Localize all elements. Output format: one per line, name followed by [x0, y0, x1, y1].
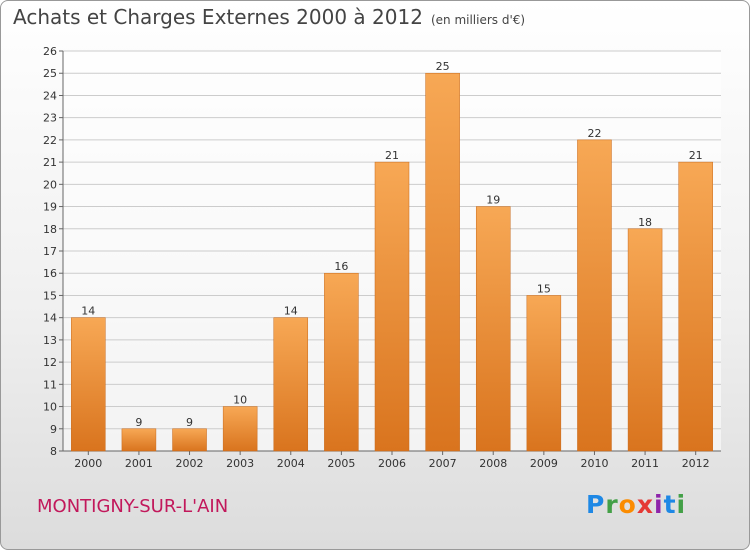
y-tick-label: 14	[43, 312, 57, 325]
bar-value-label: 9	[186, 416, 193, 429]
bar	[121, 428, 157, 452]
y-tick-label: 20	[43, 178, 57, 191]
y-tick-label: 19	[43, 201, 57, 214]
bar-value-label: 16	[334, 260, 348, 273]
bar-value-label: 22	[587, 127, 601, 140]
bar-value-label: 15	[537, 282, 551, 295]
x-tick-label: 2009	[530, 457, 558, 470]
location-name: MONTIGNY-SUR-L'AIN	[37, 496, 229, 517]
y-tick-label: 15	[43, 289, 57, 302]
x-tick-label: 2001	[125, 457, 153, 470]
bar	[526, 295, 562, 452]
y-tick-label: 8	[50, 445, 57, 458]
x-tick-label: 2011	[631, 457, 659, 470]
y-tick-label: 25	[43, 67, 57, 80]
chart-title: Achats et Charges Externes 2000 à 2012 (e…	[13, 5, 525, 29]
x-tick-label: 2003	[226, 457, 254, 470]
bar-value-label: 14	[284, 305, 298, 318]
chart-unit: (en milliers d'€)	[430, 13, 526, 27]
x-tick-label: 2005	[327, 457, 355, 470]
x-tick-label: 2006	[378, 457, 406, 470]
labels: 8 9 10 11 12 13 14 15 16 17 18 19 20 21 22 23 24 25 26 14 20…	[43, 45, 710, 470]
y-tick-label: 22	[43, 134, 57, 147]
y-tick-label: 21	[43, 156, 57, 169]
x-tick-label: 2012	[682, 457, 710, 470]
bar	[71, 317, 106, 452]
bar	[577, 139, 612, 452]
bar	[425, 72, 460, 452]
y-tick-label: 23	[43, 112, 57, 125]
bar-value-label: 25	[436, 60, 450, 73]
y-tick-label: 18	[43, 223, 57, 236]
y-tick-label: 13	[43, 334, 57, 347]
bar	[172, 428, 207, 452]
bar	[678, 161, 713, 452]
y-tick-label: 24	[43, 89, 57, 102]
x-tick-label: 2010	[580, 457, 608, 470]
x-tick-label: 2008	[479, 457, 507, 470]
proxiti-logo: Proxiti	[586, 490, 687, 519]
y-tick-label: 10	[43, 401, 57, 414]
bar	[222, 406, 258, 452]
bar-value-label: 21	[689, 149, 703, 162]
bar-value-label: 14	[81, 305, 95, 318]
y-tick-label: 9	[50, 423, 57, 436]
bar	[374, 161, 410, 452]
bar	[475, 206, 511, 452]
bars	[71, 72, 713, 452]
bar-value-label: 19	[486, 194, 500, 207]
x-tick-label: 2000	[74, 457, 102, 470]
x-tick-label: 2002	[176, 457, 204, 470]
bar-value-label: 9	[135, 416, 142, 429]
chart-title-text: Achats et Charges Externes 2000 à 2012	[13, 5, 423, 29]
bar	[627, 228, 663, 452]
x-tick-label: 2004	[277, 457, 305, 470]
y-tick-label: 12	[43, 356, 57, 369]
bar-value-label: 21	[385, 149, 399, 162]
y-tick-label: 26	[43, 45, 57, 58]
y-tick-label: 11	[43, 378, 57, 391]
x-tick-label: 2007	[429, 457, 457, 470]
bar	[324, 272, 359, 452]
y-tick-label: 17	[43, 245, 57, 258]
bar-value-label: 18	[638, 216, 652, 229]
y-tick-label: 16	[43, 267, 57, 280]
bar-value-label: 10	[233, 394, 247, 407]
bar	[273, 317, 309, 452]
